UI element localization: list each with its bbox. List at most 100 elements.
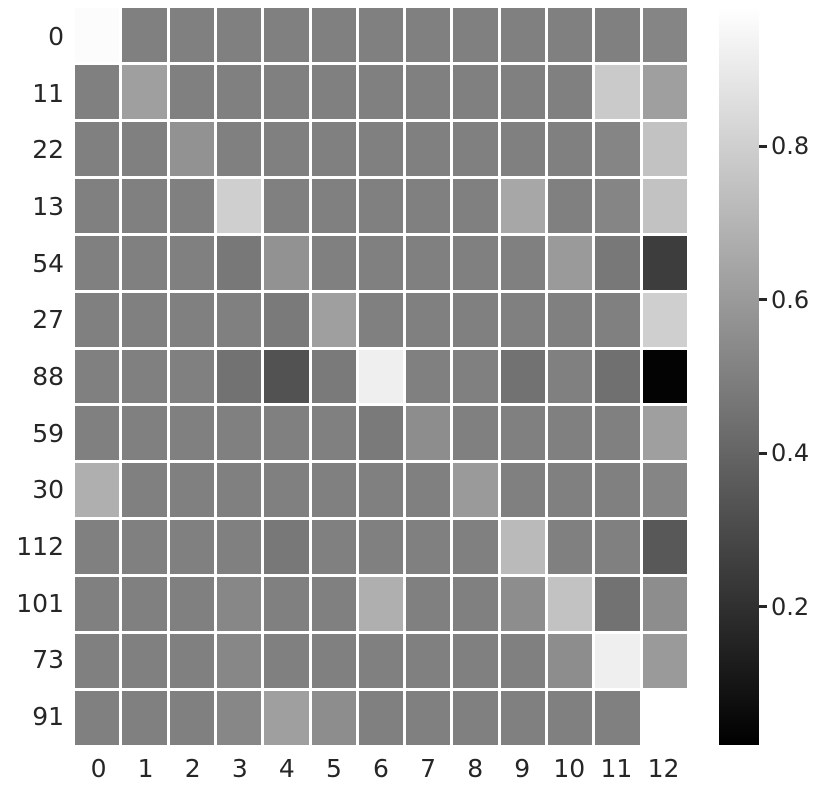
heatmap-cell xyxy=(453,634,498,689)
heatmap-cell xyxy=(311,121,356,176)
heatmap-cell xyxy=(548,406,593,461)
heatmap-cell xyxy=(169,235,214,290)
heatmap-cell xyxy=(500,349,546,404)
heatmap-cell xyxy=(358,406,404,461)
heatmap-cell xyxy=(264,121,309,176)
heatmap-cell xyxy=(406,292,451,347)
x-tick-label: 9 xyxy=(514,753,531,783)
heatmap-cell xyxy=(453,178,498,233)
colorbar-tick-mark xyxy=(759,605,767,609)
heatmap-cell xyxy=(216,406,262,461)
heatmap-cell xyxy=(216,520,262,575)
heatmap-cell xyxy=(500,691,546,745)
heatmap-cell xyxy=(169,292,214,347)
heatmap-cell xyxy=(264,406,309,461)
heatmap-cell xyxy=(216,8,262,62)
heatmap-cell xyxy=(548,178,593,233)
heatmap-cell xyxy=(122,520,167,575)
heatmap-cell xyxy=(548,235,593,290)
heatmap-cell xyxy=(311,178,356,233)
colorbar xyxy=(719,8,759,745)
heatmap-cell xyxy=(358,235,404,290)
y-tick-label: 91 xyxy=(32,702,64,732)
heatmap-cell xyxy=(406,121,451,176)
heatmap-cell xyxy=(453,8,498,62)
colorbar-tick-label: 0.4 xyxy=(771,439,810,468)
heatmap-cell xyxy=(642,634,687,689)
heatmap-cell xyxy=(169,577,214,632)
heatmap-cell xyxy=(122,8,167,62)
heatmap-cell xyxy=(642,349,687,404)
heatmap-cell xyxy=(406,64,451,119)
heatmap-cell xyxy=(642,121,687,176)
heatmap-cell xyxy=(169,463,214,518)
heatmap-cell xyxy=(548,292,593,347)
heatmap-cell xyxy=(311,406,356,461)
heatmap-cell xyxy=(642,8,687,62)
heatmap-cell xyxy=(548,8,593,62)
heatmap-cell xyxy=(595,463,640,518)
heatmap-cell xyxy=(264,8,309,62)
heatmap-cell xyxy=(264,349,309,404)
heatmap-cell xyxy=(216,121,262,176)
heatmap-cell xyxy=(264,520,309,575)
y-tick-label: 13 xyxy=(32,191,64,221)
heatmap-cell xyxy=(548,121,593,176)
heatmap-cell xyxy=(642,64,687,119)
heatmap-cell xyxy=(406,463,451,518)
heatmap-cell xyxy=(642,577,687,632)
heatmap-cell xyxy=(548,691,593,745)
x-tick-label: 7 xyxy=(420,753,437,783)
heatmap-cell xyxy=(122,64,167,119)
heatmap-cell xyxy=(595,349,640,404)
heatmap-cell xyxy=(406,8,451,62)
heatmap-cell xyxy=(75,577,120,632)
heatmap-cell xyxy=(75,64,120,119)
heatmap-cell xyxy=(500,235,546,290)
heatmap-cell xyxy=(264,64,309,119)
heatmap-cell xyxy=(548,463,593,518)
heatmap-cell xyxy=(169,8,214,62)
x-tick-label: 10 xyxy=(553,753,586,783)
heatmap-cell xyxy=(75,235,120,290)
heatmap-cell xyxy=(122,634,167,689)
colorbar-tick-mark xyxy=(759,451,767,455)
heatmap-cell xyxy=(75,8,120,62)
heatmap-cell xyxy=(548,577,593,632)
y-tick-label: 54 xyxy=(32,248,64,278)
heatmap-cell xyxy=(264,292,309,347)
y-tick-label: 22 xyxy=(32,135,64,165)
heatmap-cell xyxy=(169,406,214,461)
y-tick-label: 101 xyxy=(16,588,64,618)
y-tick-label: 73 xyxy=(32,645,64,675)
heatmap-cell xyxy=(406,634,451,689)
heatmap-cell xyxy=(264,463,309,518)
heatmap-cell xyxy=(500,577,546,632)
y-tick-label: 11 xyxy=(32,78,64,108)
heatmap-cell xyxy=(169,178,214,233)
heatmap-cell xyxy=(406,691,451,745)
heatmap-cell xyxy=(358,178,404,233)
heatmap-cell xyxy=(642,520,687,575)
y-tick-label: 88 xyxy=(32,361,64,391)
colorbar-tick-mark xyxy=(759,144,767,148)
heatmap-cell xyxy=(642,691,687,745)
heatmap-cell xyxy=(264,577,309,632)
y-tick-label: 112 xyxy=(16,532,64,562)
heatmap-cell xyxy=(453,235,498,290)
colorbar-tick: 0.4 xyxy=(759,441,809,465)
heatmap-cell xyxy=(358,121,404,176)
heatmap-cell xyxy=(311,520,356,575)
heatmap-cell xyxy=(406,520,451,575)
heatmap-cell xyxy=(642,178,687,233)
heatmap-cell xyxy=(548,520,593,575)
heatmap-cell xyxy=(358,8,404,62)
heatmap-cell xyxy=(595,577,640,632)
heatmap-cell xyxy=(406,577,451,632)
heatmap-cell xyxy=(500,178,546,233)
heatmap-cell xyxy=(500,8,546,62)
heatmap-cell xyxy=(75,406,120,461)
heatmap-cell xyxy=(216,64,262,119)
heatmap-cell xyxy=(595,121,640,176)
heatmap-cell xyxy=(500,64,546,119)
